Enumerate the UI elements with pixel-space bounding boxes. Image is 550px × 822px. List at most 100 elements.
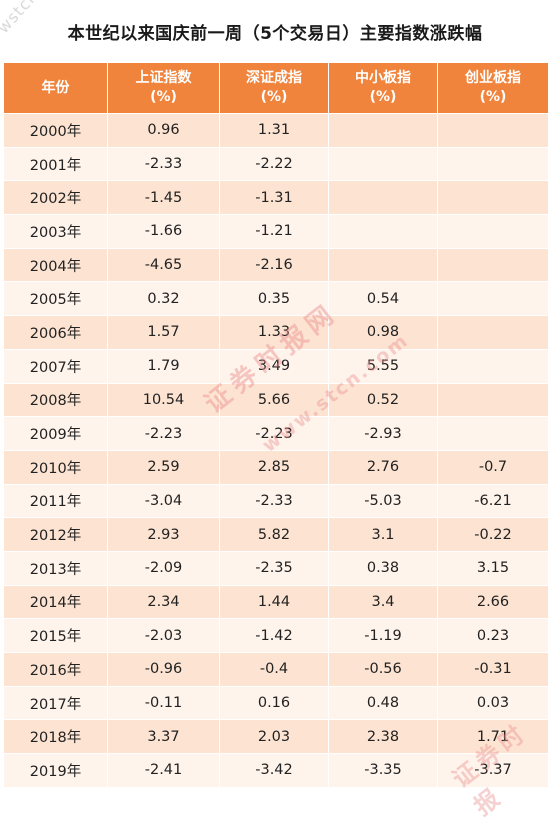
cell-sme: -0.56 <box>328 652 438 687</box>
cell-year: 2019年 <box>3 753 108 788</box>
cell-year: 2010年 <box>3 449 108 485</box>
cell-chinext <box>437 416 549 451</box>
cell-sme: -5.03 <box>328 483 438 519</box>
header-chinext-name: 创业板指 <box>465 70 521 86</box>
cell-shanghai: 1.57 <box>107 315 220 350</box>
cell-shanghai: 3.37 <box>107 719 220 755</box>
cell-sme: -3.35 <box>328 753 438 788</box>
cell-shanghai: -3.04 <box>107 483 220 519</box>
cell-shenzhen: -1.21 <box>219 214 329 249</box>
cell-sme <box>328 214 438 249</box>
header-year: 年份 <box>3 62 108 114</box>
cell-shenzhen: -1.31 <box>219 180 329 216</box>
table-row: 2010年 2.59 2.85 2.76 -0.7 <box>3 449 549 485</box>
cell-chinext: 3.15 <box>437 550 549 586</box>
header-sme-name: 中小板指 <box>355 70 411 86</box>
cell-shenzhen: 1.44 <box>219 584 329 620</box>
cell-sme: 3.4 <box>328 584 438 620</box>
table-row: 2018年 3.37 2.03 2.38 1.71 <box>3 719 549 755</box>
cell-shanghai: -4.65 <box>107 247 220 283</box>
cell-year: 2005年 <box>3 281 108 317</box>
header-shanghai: 上证指数 (%) <box>107 62 220 114</box>
header-sme: 中小板指 (%) <box>328 62 438 114</box>
cell-year: 2013年 <box>3 550 108 586</box>
header-row: 年份 上证指数 (%) 深证成指 (%) 中小板指 (%) 创业板指 (%) <box>3 62 549 114</box>
table-row: 2012年 2.93 5.82 3.1 -0.22 <box>3 517 549 552</box>
cell-year: 2015年 <box>3 618 108 653</box>
cell-shenzhen: -2.35 <box>219 550 329 586</box>
cell-shanghai: 1.79 <box>107 348 220 384</box>
cell-chinext: 1.71 <box>437 719 549 755</box>
cell-shanghai: -0.11 <box>107 685 220 721</box>
cell-chinext: -3.37 <box>437 753 549 788</box>
header-shenzhen-unit: (%) <box>260 89 288 105</box>
cell-chinext: -0.7 <box>437 449 549 485</box>
cell-chinext <box>437 348 549 384</box>
table-row: 2014年 2.34 1.44 3.4 2.66 <box>3 584 549 620</box>
cell-shenzhen: 1.31 <box>219 113 329 148</box>
header-chinext: 创业板指 (%) <box>437 62 549 114</box>
cell-shanghai: 0.32 <box>107 281 220 317</box>
table-row: 2013年 -2.09 -2.35 0.38 3.15 <box>3 550 549 586</box>
table-row: 2002年 -1.45 -1.31 <box>3 180 549 216</box>
cell-chinext: 2.66 <box>437 584 549 620</box>
cell-sme: 2.38 <box>328 719 438 755</box>
cell-shenzhen: 0.16 <box>219 685 329 721</box>
cell-shanghai: -1.66 <box>107 214 220 249</box>
table-row: 2016年 -0.96 -0.4 -0.56 -0.31 <box>3 652 549 687</box>
cell-shenzhen: -2.23 <box>219 416 329 451</box>
cell-chinext: -0.31 <box>437 652 549 687</box>
cell-chinext <box>437 247 549 283</box>
table-row: 2008年 10.54 5.66 0.52 <box>3 382 549 418</box>
cell-year: 2017年 <box>3 685 108 721</box>
cell-year: 2012年 <box>3 517 108 552</box>
table-row: 2019年 -2.41 -3.42 -3.35 -3.37 <box>3 753 549 788</box>
cell-shenzhen: -1.42 <box>219 618 329 653</box>
cell-chinext <box>437 315 549 350</box>
cell-shenzhen: -3.42 <box>219 753 329 788</box>
index-change-table: 年份 上证指数 (%) 深证成指 (%) 中小板指 (%) 创业板指 (%) 2… <box>3 62 549 788</box>
cell-shanghai: -0.96 <box>107 652 220 687</box>
cell-year: 2008年 <box>3 382 108 418</box>
cell-shanghai: -2.09 <box>107 550 220 586</box>
cell-sme: 0.38 <box>328 550 438 586</box>
cell-chinext <box>437 382 549 418</box>
cell-shenzhen: -0.4 <box>219 652 329 687</box>
cell-sme: 3.1 <box>328 517 438 552</box>
table-row: 2007年 1.79 3.49 5.55 <box>3 348 549 384</box>
table-row: 2017年 -0.11 0.16 0.48 0.03 <box>3 685 549 721</box>
cell-year: 2014年 <box>3 584 108 620</box>
table-header: 年份 上证指数 (%) 深证成指 (%) 中小板指 (%) 创业板指 (%) <box>3 62 549 114</box>
cell-shanghai: -2.03 <box>107 618 220 653</box>
cell-shanghai: -2.41 <box>107 753 220 788</box>
table-row: 2006年 1.57 1.33 0.98 <box>3 315 549 350</box>
table-row: 2003年 -1.66 -1.21 <box>3 214 549 249</box>
cell-chinext: 0.23 <box>437 618 549 653</box>
cell-shenzhen: 1.33 <box>219 315 329 350</box>
cell-sme: 0.98 <box>328 315 438 350</box>
cell-shenzhen: 2.03 <box>219 719 329 755</box>
cell-shanghai: -1.45 <box>107 180 220 216</box>
table-row: 2011年 -3.04 -2.33 -5.03 -6.21 <box>3 483 549 519</box>
cell-sme <box>328 113 438 148</box>
cell-year: 2007年 <box>3 348 108 384</box>
cell-sme <box>328 146 438 182</box>
cell-chinext <box>437 146 549 182</box>
cell-sme: 0.48 <box>328 685 438 721</box>
cell-sme: -1.19 <box>328 618 438 653</box>
cell-year: 2000年 <box>3 113 108 148</box>
cell-shanghai: 2.34 <box>107 584 220 620</box>
cell-shenzhen: 3.49 <box>219 348 329 384</box>
cell-year: 2001年 <box>3 146 108 182</box>
cell-sme: 0.54 <box>328 281 438 317</box>
cell-year: 2006年 <box>3 315 108 350</box>
cell-chinext: -0.22 <box>437 517 549 552</box>
cell-year: 2002年 <box>3 180 108 216</box>
cell-shanghai: 2.59 <box>107 449 220 485</box>
cell-sme: 2.76 <box>328 449 438 485</box>
cell-sme <box>328 180 438 216</box>
header-sme-unit: (%) <box>369 89 397 105</box>
cell-shanghai: 0.96 <box>107 113 220 148</box>
cell-shanghai: 2.93 <box>107 517 220 552</box>
cell-year: 2009年 <box>3 416 108 451</box>
